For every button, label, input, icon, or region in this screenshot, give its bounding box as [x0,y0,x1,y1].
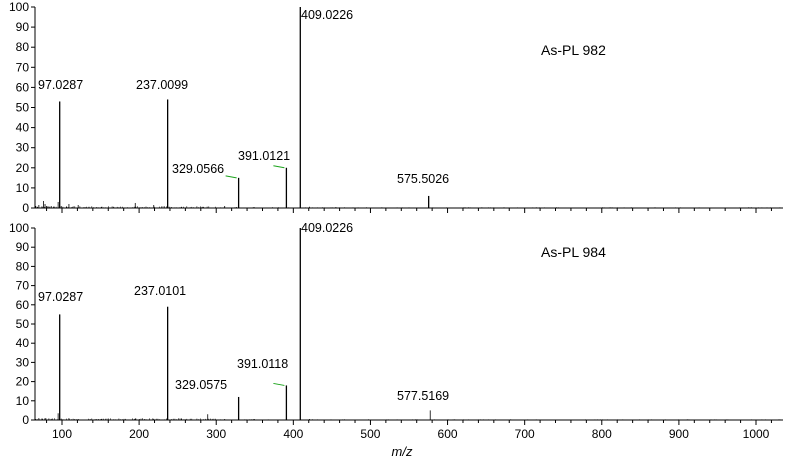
peak-leader-line [273,165,285,169]
panel-title: As-PL 984 [541,244,606,260]
peak-leader-line [273,382,285,386]
y-tick-label: 40 [16,336,30,350]
y-tick-label: 30 [16,355,30,369]
x-tick-label: 100 [52,427,72,441]
peak-leader-line [225,175,237,179]
y-tick-label: 50 [16,101,30,115]
y-tick-label: 30 [16,141,30,155]
peak-label: 409.0226 [301,8,353,22]
y-tick-label: 70 [16,60,30,74]
peak-label: 577.5169 [397,389,449,403]
peak-label: 391.0121 [238,149,290,163]
x-tick-label: 900 [669,427,689,441]
x-tick-label: 200 [129,427,149,441]
spectrum-panel-top: 0 10 20 30 40 50 60 70 80 90 100 97.0287 237.0099 329… [9,0,783,215]
peak-label: 329.0575 [175,378,227,392]
x-axis-title: m/z [392,444,413,459]
y-tick-label: 100 [9,0,29,14]
y-tick-label: 20 [16,375,30,389]
x-tick-label: 300 [206,427,226,441]
peak-label: 237.0101 [134,284,186,298]
y-tick-label: 70 [16,279,30,293]
x-tick-label: 500 [360,427,380,441]
peak-label: 575.5026 [397,172,449,186]
y-tick-label: 90 [16,240,30,254]
y-tick-label: 100 [9,221,29,235]
y-tick-label: 40 [16,121,30,135]
spectrum-panel-bottom: 0 10 20 30 40 50 60 70 80 90 100 100 200 300 400 500 600… [9,221,783,459]
x-tick-label: 1000 [743,427,770,441]
y-tick-label: 80 [16,259,30,273]
x-tick-label: 600 [438,427,458,441]
y-tick-label: 60 [16,298,30,312]
y-tick-label: 90 [16,20,30,34]
peak-label: 237.0099 [136,78,188,92]
y-tick-label: 20 [16,161,30,175]
y-tick-label: 60 [16,80,30,94]
y-tick-label: 80 [16,40,30,54]
y-tick-label: 10 [16,394,30,408]
peak-label: 409.0226 [301,221,353,235]
y-tick-label: 0 [22,413,29,427]
peak-label: 97.0287 [38,78,83,92]
panel-title: As-PL 982 [541,42,606,58]
x-tick-label: 400 [283,427,303,441]
x-tick-label: 700 [515,427,535,441]
peak-label: 97.0287 [38,290,83,304]
y-tick-label: 0 [22,201,29,215]
x-tick-label: 800 [592,427,612,441]
peak-label: 329.0566 [172,162,224,176]
y-tick-label: 10 [16,181,30,195]
baseline-noise [37,418,781,420]
y-tick-label: 50 [16,317,30,331]
peak-label: 391.0118 [237,357,288,371]
